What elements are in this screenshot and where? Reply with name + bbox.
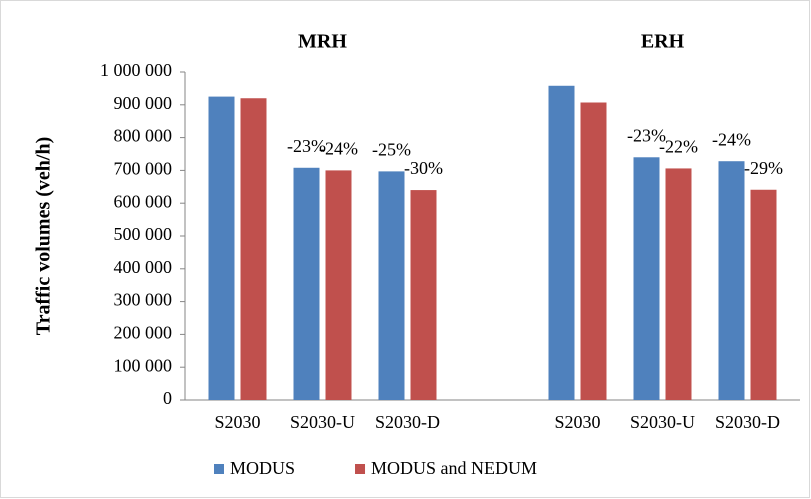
bar xyxy=(718,161,745,400)
x-tick-label: S2030 xyxy=(214,412,260,432)
y-tick-label: 0 xyxy=(163,388,172,408)
group-label: ERH xyxy=(641,31,685,53)
bar xyxy=(325,170,352,400)
y-axis-title: Traffic volumes (veh/h) xyxy=(33,137,55,336)
y-tick-label: 600 000 xyxy=(114,191,173,211)
bar xyxy=(208,96,235,400)
y-tick-label: 500 000 xyxy=(114,224,173,244)
bar xyxy=(633,157,660,400)
change-label: -29% xyxy=(744,158,783,178)
y-tick-label: 800 000 xyxy=(114,126,173,146)
change-label: -24% xyxy=(319,139,358,159)
y-tick-label: 400 000 xyxy=(114,257,173,277)
legend-label: MODUS and NEDUM xyxy=(371,458,537,478)
bar xyxy=(378,171,405,400)
change-label: -23% xyxy=(627,125,666,145)
change-label: -22% xyxy=(659,137,698,157)
y-tick-label: 200 000 xyxy=(114,323,173,343)
change-label: -23% xyxy=(287,136,326,156)
x-tick-label: S2030-U xyxy=(630,412,695,432)
x-tick-label: S2030-U xyxy=(290,412,355,432)
x-tick-label: S2030-D xyxy=(715,412,780,432)
bar xyxy=(665,168,692,400)
y-tick-label: 900 000 xyxy=(114,93,173,113)
legend-label: MODUS xyxy=(230,458,295,478)
bar xyxy=(240,98,267,401)
y-tick-label: 700 000 xyxy=(114,159,173,179)
bar xyxy=(580,102,607,400)
legend-swatch xyxy=(355,464,366,474)
bar xyxy=(750,189,777,400)
bar xyxy=(548,85,575,400)
y-tick-label: 1 000 000 xyxy=(100,60,172,80)
change-label: -24% xyxy=(712,129,751,149)
change-label: -30% xyxy=(404,158,443,178)
legend-swatch xyxy=(214,464,224,474)
y-tick-label: 100 000 xyxy=(114,355,173,375)
bar xyxy=(293,167,320,400)
y-tick-label: 300 000 xyxy=(114,290,173,310)
x-tick-label: S2030-D xyxy=(375,412,440,432)
group-label: MRH xyxy=(298,31,347,53)
x-tick-label: S2030 xyxy=(554,412,600,432)
bar xyxy=(410,190,437,400)
change-label: -25% xyxy=(372,140,411,160)
